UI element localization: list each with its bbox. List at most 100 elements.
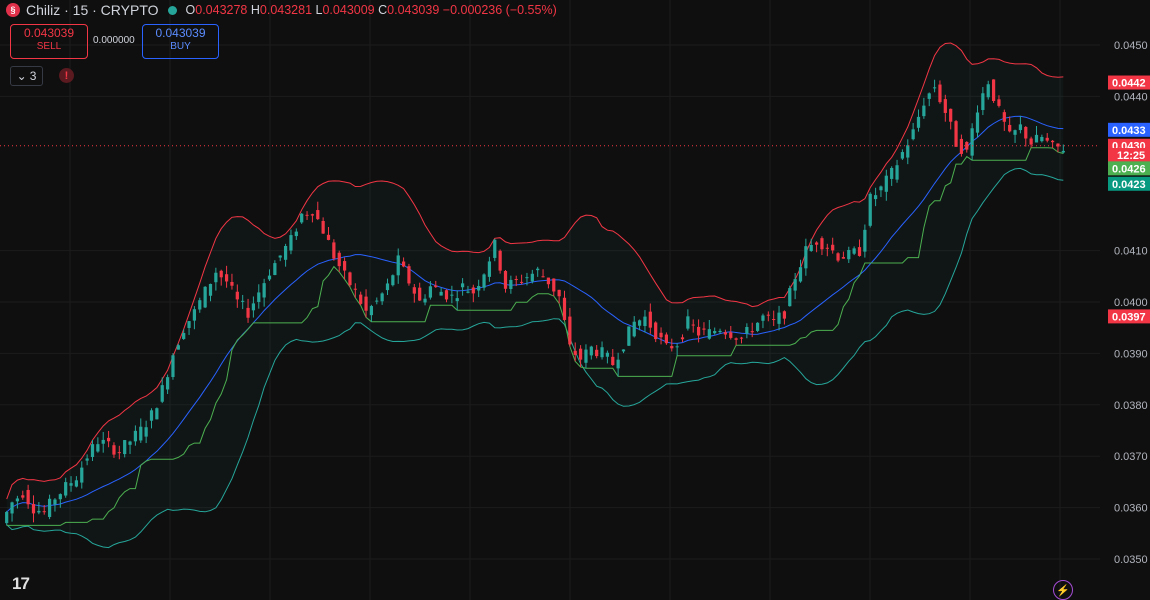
price-label-bg xyxy=(1108,147,1150,162)
candle xyxy=(734,337,738,346)
candle xyxy=(798,259,803,283)
candle-body xyxy=(670,346,674,349)
candle xyxy=(176,343,180,350)
candle xyxy=(536,266,540,277)
candle-body xyxy=(176,345,180,350)
candle-body xyxy=(182,333,186,339)
candle xyxy=(37,502,41,515)
candle-body xyxy=(423,298,427,303)
candle xyxy=(755,322,760,333)
candle xyxy=(235,284,239,308)
candle-body xyxy=(375,300,379,302)
price-label-text: 0.0433 xyxy=(1112,125,1146,137)
candle-body xyxy=(219,270,223,278)
candle xyxy=(342,257,347,280)
candle xyxy=(418,282,422,302)
candle xyxy=(847,246,851,263)
chart-header: § Chiliz · 15 · CRYPTO O0.043278 H0.0432… xyxy=(6,1,557,19)
candle xyxy=(509,275,513,294)
candle xyxy=(391,274,395,287)
candle xyxy=(123,439,127,458)
candle-body xyxy=(595,349,599,357)
candle-body xyxy=(316,210,320,220)
candle xyxy=(96,437,100,453)
candle-body xyxy=(96,444,100,452)
candle-body xyxy=(723,332,728,335)
candle xyxy=(69,476,73,492)
candle xyxy=(900,149,905,161)
y-tick-label: 0.0360 xyxy=(1114,503,1148,515)
candle xyxy=(782,310,787,325)
candle-body xyxy=(793,279,797,291)
candle xyxy=(997,95,1001,108)
candle xyxy=(659,327,663,345)
candle-body xyxy=(487,261,492,277)
price-label-text: 0.0423 xyxy=(1112,179,1146,191)
indicators-collapse-button[interactable]: ⌄ 3 xyxy=(10,66,43,86)
candle xyxy=(434,280,438,288)
lower-band-line xyxy=(6,167,1064,549)
candle-body xyxy=(85,458,89,461)
low-value: 0.043009 xyxy=(322,3,375,17)
price-axis-label: 12:25 xyxy=(1108,147,1150,162)
change-value: −0.000236 (−0.55%) xyxy=(442,3,557,17)
candle xyxy=(64,477,68,498)
tradingview-logo[interactable]: 17 xyxy=(12,574,30,593)
candle xyxy=(1056,143,1060,153)
trailing-line xyxy=(6,147,1064,526)
candle-body xyxy=(289,235,293,251)
candle xyxy=(611,349,615,366)
candle xyxy=(965,141,969,153)
candle-body xyxy=(686,316,690,329)
candle xyxy=(192,306,197,330)
candle xyxy=(310,213,315,223)
candle xyxy=(884,169,888,201)
y-tick-label: 0.0400 xyxy=(1114,297,1148,309)
candle-body xyxy=(37,510,41,513)
candle-body xyxy=(326,234,331,240)
candle-body xyxy=(503,270,508,289)
close-label: C xyxy=(378,3,388,17)
candle-body xyxy=(825,247,829,249)
sell-price: 0.043039 xyxy=(23,26,75,40)
lightning-icon[interactable]: ⚡ xyxy=(1053,580,1073,600)
buy-button[interactable]: 0.043039 BUY xyxy=(142,24,219,59)
candle xyxy=(353,283,357,298)
symbol-title[interactable]: Chiliz · 15 · CRYPTO xyxy=(26,2,159,18)
candle-body xyxy=(230,281,234,286)
candle-body xyxy=(428,286,433,298)
candle xyxy=(541,269,545,278)
buy-price: 0.043039 xyxy=(155,26,206,40)
candle xyxy=(101,431,105,453)
candle-body xyxy=(1045,137,1049,141)
candle xyxy=(58,493,62,508)
candle xyxy=(986,80,990,100)
candle xyxy=(718,328,722,334)
candle xyxy=(546,277,551,289)
candle-body xyxy=(530,273,534,282)
candle-body xyxy=(884,175,888,192)
candle-body xyxy=(809,245,813,251)
candle xyxy=(450,285,454,304)
candle-body xyxy=(739,337,744,339)
candle xyxy=(654,321,658,343)
candle-body xyxy=(1061,150,1065,153)
candle xyxy=(230,273,234,290)
candle xyxy=(804,238,808,276)
candle xyxy=(26,484,30,509)
candle xyxy=(498,249,502,274)
candle-body xyxy=(514,278,518,280)
candle xyxy=(214,267,218,291)
alert-icon[interactable]: ! xyxy=(59,68,74,83)
candle-body xyxy=(755,322,760,331)
basis-line xyxy=(6,115,1064,513)
candle xyxy=(605,350,610,364)
candle xyxy=(106,430,111,448)
candle-body xyxy=(578,348,583,360)
candle-body xyxy=(112,445,116,455)
candle-body xyxy=(900,152,905,159)
sell-button[interactable]: 0.043039 SELL xyxy=(10,24,88,59)
candle-body xyxy=(123,440,127,455)
candle xyxy=(664,332,669,345)
